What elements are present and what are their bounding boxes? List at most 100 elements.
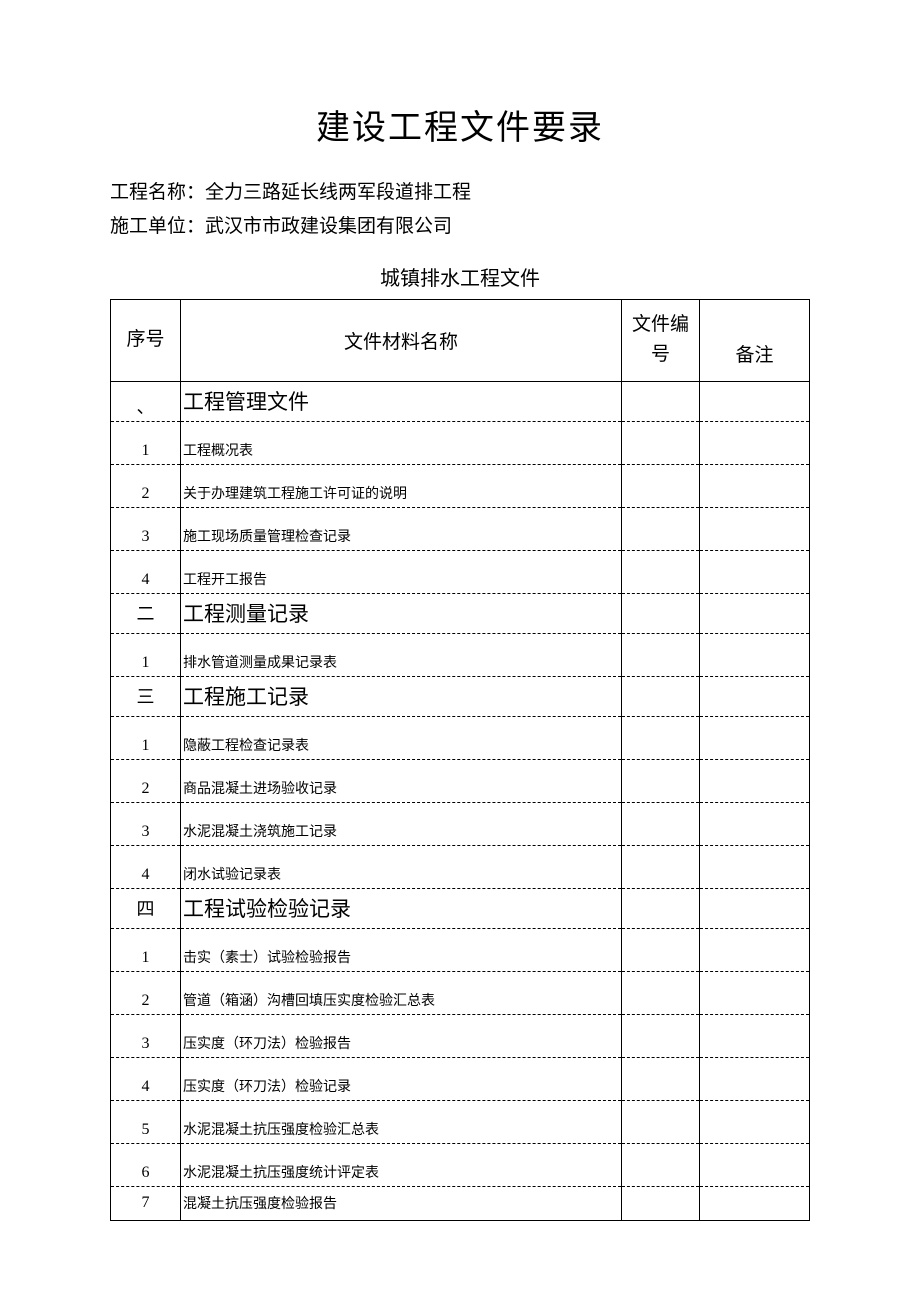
fileno-cell [622,888,700,928]
seq-cell: 6 [111,1143,181,1186]
remark-cell [700,716,810,759]
seq-cell: 1 [111,716,181,759]
remark-cell [700,845,810,888]
remark-cell [700,1014,810,1057]
remark-cell [700,1186,810,1220]
name-cell: 关于办理建筑工程施工许可证的说明 [181,464,622,507]
fileno-cell [622,507,700,550]
seq-cell: 4 [111,1057,181,1100]
header-name: 文件材料名称 [181,299,622,381]
name-cell: 商品混凝土进场验收记录 [181,759,622,802]
remark-cell [700,381,810,421]
table-row: 、工程管理文件 [111,381,810,421]
remark-cell [700,759,810,802]
seq-cell: 5 [111,1100,181,1143]
name-cell: 排水管道测量成果记录表 [181,633,622,676]
fileno-cell [622,1143,700,1186]
project-label: 工程名称： [110,182,205,203]
name-cell: 工程概况表 [181,421,622,464]
table-row: 2管道（箱涵）沟槽回填压实度检验汇总表 [111,971,810,1014]
name-cell: 管道（箱涵）沟槽回填压实度检验汇总表 [181,971,622,1014]
fileno-cell [622,1100,700,1143]
seq-cell: 1 [111,928,181,971]
project-info-line: 工程名称：全力三路延长线两军段道排工程 [110,177,810,209]
remark-cell [700,1143,810,1186]
seq-cell: 2 [111,759,181,802]
remark-cell [700,928,810,971]
seq-cell: 1 [111,633,181,676]
table-row: 1排水管道测量成果记录表 [111,633,810,676]
remark-cell [700,421,810,464]
project-name: 全力三路延长线两军段道排工程 [205,182,471,203]
remark-cell [700,507,810,550]
table-row: 3施工现场质量管理检查记录 [111,507,810,550]
seq-cell: 4 [111,845,181,888]
header-fileno: 文件编号 [622,299,700,381]
fileno-cell [622,928,700,971]
seq-cell: 3 [111,507,181,550]
name-cell: 隐蔽工程检查记录表 [181,716,622,759]
fileno-cell [622,676,700,716]
fileno-cell [622,550,700,593]
table-row: 四工程试验检验记录 [111,888,810,928]
table-header-row: 序号 文件材料名称 文件编号 备注 [111,299,810,381]
fileno-cell [622,1186,700,1220]
fileno-cell [622,971,700,1014]
remark-cell [700,888,810,928]
table-row: 3水泥混凝土浇筑施工记录 [111,802,810,845]
name-cell: 水泥混凝土抗压强度统计评定表 [181,1143,622,1186]
table-row: 1击实（素士）试验检验报告 [111,928,810,971]
seq-cell: 四 [111,888,181,928]
remark-cell [700,464,810,507]
sub-title: 城镇排水工程文件 [110,262,810,291]
remark-cell [700,1057,810,1100]
unit-name: 武汉市市政建设集团有限公司 [205,216,452,237]
name-cell: 压实度（环刀法）检验记录 [181,1057,622,1100]
name-cell: 工程施工记录 [181,676,622,716]
table-row: 1隐蔽工程检查记录表 [111,716,810,759]
fileno-cell [622,802,700,845]
seq-cell: 、 [111,381,181,421]
fileno-cell [622,593,700,633]
name-cell: 混凝土抗压强度检验报告 [181,1186,622,1220]
header-seq: 序号 [111,299,181,381]
seq-cell: 三 [111,676,181,716]
name-cell: 工程管理文件 [181,381,622,421]
seq-cell: 二 [111,593,181,633]
fileno-cell [622,845,700,888]
unit-info-line: 施工单位：武汉市市政建设集团有限公司 [110,211,810,243]
unit-label: 施工单位： [110,216,205,237]
table-row: 4闭水试验记录表 [111,845,810,888]
table-row: 7混凝土抗压强度检验报告 [111,1186,810,1220]
fileno-cell [622,421,700,464]
name-cell: 击实（素士）试验检验报告 [181,928,622,971]
table-row: 二工程测量记录 [111,593,810,633]
header-remark: 备注 [700,299,810,381]
table-row: 1工程概况表 [111,421,810,464]
name-cell: 工程开工报告 [181,550,622,593]
fileno-cell [622,633,700,676]
name-cell: 闭水试验记录表 [181,845,622,888]
name-cell: 施工现场质量管理检查记录 [181,507,622,550]
name-cell: 水泥混凝土浇筑施工记录 [181,802,622,845]
seq-cell: 1 [111,421,181,464]
name-cell: 水泥混凝土抗压强度检验汇总表 [181,1100,622,1143]
remark-cell [700,802,810,845]
seq-cell: 7 [111,1186,181,1220]
table-row: 5水泥混凝土抗压强度检验汇总表 [111,1100,810,1143]
table-row: 6水泥混凝土抗压强度统计评定表 [111,1143,810,1186]
fileno-cell [622,381,700,421]
table-row: 2商品混凝土进场验收记录 [111,759,810,802]
fileno-cell [622,759,700,802]
table-body: 、工程管理文件1工程概况表2关于办理建筑工程施工许可证的说明3施工现场质量管理检… [111,381,810,1220]
seq-cell: 4 [111,550,181,593]
file-index-table: 序号 文件材料名称 文件编号 备注 、工程管理文件1工程概况表2关于办理建筑工程… [110,299,810,1221]
name-cell: 压实度（环刀法）检验报告 [181,1014,622,1057]
name-cell: 工程试验检验记录 [181,888,622,928]
document-title: 建设工程文件要录 [110,100,810,149]
seq-cell: 3 [111,1014,181,1057]
seq-cell: 2 [111,971,181,1014]
table-row: 4压实度（环刀法）检验记录 [111,1057,810,1100]
remark-cell [700,593,810,633]
remark-cell [700,676,810,716]
